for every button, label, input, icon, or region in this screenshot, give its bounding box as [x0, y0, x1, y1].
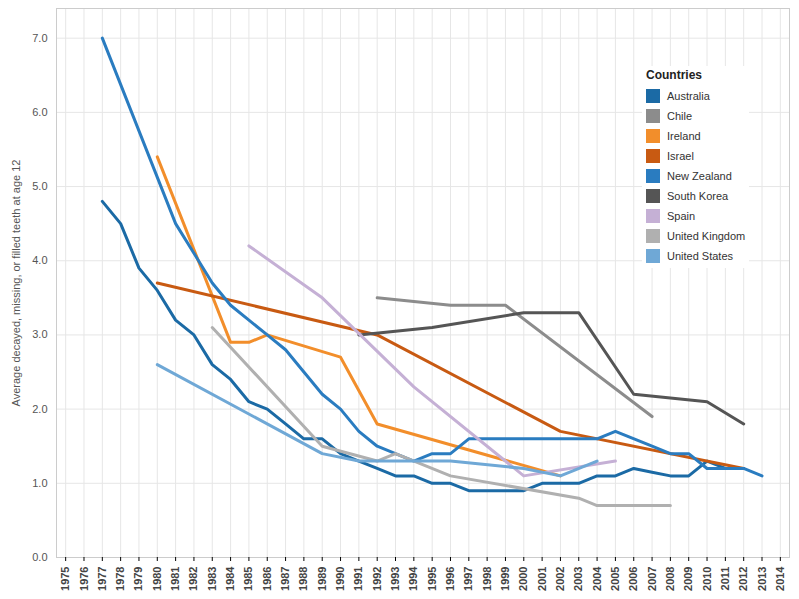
svg-text:1996: 1996 [444, 567, 456, 591]
svg-text:1986: 1986 [261, 567, 273, 591]
svg-text:1989: 1989 [316, 567, 328, 591]
svg-text:1978: 1978 [114, 567, 126, 591]
svg-text:2006: 2006 [627, 567, 639, 591]
html-text:South Korea: South Korea [667, 190, 729, 202]
svg-text:5.0: 5.0 [32, 180, 47, 192]
svg-text:2013: 2013 [756, 567, 768, 591]
svg-text:2003: 2003 [572, 567, 584, 591]
svg-text:2011: 2011 [719, 567, 731, 591]
html-text:United States: United States [667, 250, 733, 262]
html-text:Israel: Israel [667, 150, 694, 162]
svg-text:6.0: 6.0 [32, 106, 47, 118]
svg-text:2.0: 2.0 [32, 403, 47, 415]
svg-text:1981: 1981 [169, 567, 181, 591]
svg-text:1987: 1987 [279, 567, 291, 591]
svg-text:2004: 2004 [591, 566, 603, 591]
svg-text:1983: 1983 [206, 567, 218, 591]
svg-text:1993: 1993 [389, 567, 401, 591]
svg-text:2010: 2010 [701, 567, 713, 591]
svg-text:2008: 2008 [664, 567, 676, 591]
svg-text:1979: 1979 [132, 567, 144, 591]
svg-text:2002: 2002 [554, 567, 566, 591]
html-text:Countries: Countries [646, 68, 702, 82]
svg-text:1984: 1984 [224, 566, 236, 591]
svg-text:7.0: 7.0 [32, 32, 47, 44]
svg-text:1988: 1988 [297, 567, 309, 591]
svg-text:2000: 2000 [517, 567, 529, 591]
svg-text:1990: 1990 [334, 567, 346, 591]
svg-text:1994: 1994 [407, 566, 419, 591]
svg-text:4.0: 4.0 [32, 254, 47, 266]
svg-text:0.0: 0.0 [32, 551, 47, 563]
svg-text:2001: 2001 [536, 567, 548, 591]
svg-text:1.0: 1.0 [32, 477, 47, 489]
html-text:Spain: Spain [667, 210, 696, 222]
svg-text:1975: 1975 [59, 567, 71, 591]
html-text:Chile: Chile [667, 110, 693, 122]
html-text:Ireland: Ireland [667, 130, 701, 142]
svg-text:1976: 1976 [78, 567, 90, 591]
svg-text:1995: 1995 [426, 567, 438, 591]
svg-text:1985: 1985 [242, 567, 254, 591]
svg-text:2012: 2012 [737, 567, 749, 591]
svg-text:1980: 1980 [151, 567, 163, 591]
html-text:United Kingdom: United Kingdom [667, 230, 746, 242]
svg-text:2005: 2005 [609, 567, 621, 591]
svg-text:1991: 1991 [352, 567, 364, 591]
svg-text:Average decayed, missing, or f: Average decayed, missing, or filled teet… [10, 160, 22, 407]
svg-text:2007: 2007 [646, 567, 658, 591]
svg-text:3.0: 3.0 [32, 328, 47, 340]
svg-text:2014: 2014 [774, 566, 786, 591]
html-text:Australia: Australia [667, 90, 710, 102]
svg-text:2009: 2009 [682, 567, 694, 591]
svg-text:1982: 1982 [187, 567, 199, 591]
svg-text:1992: 1992 [371, 567, 383, 591]
svg-text:1999: 1999 [499, 567, 511, 591]
svg-text:1998: 1998 [481, 567, 493, 591]
html-text:New Zealand: New Zealand [667, 170, 732, 182]
svg-text:1997: 1997 [462, 567, 474, 591]
svg-text:1977: 1977 [96, 567, 108, 591]
